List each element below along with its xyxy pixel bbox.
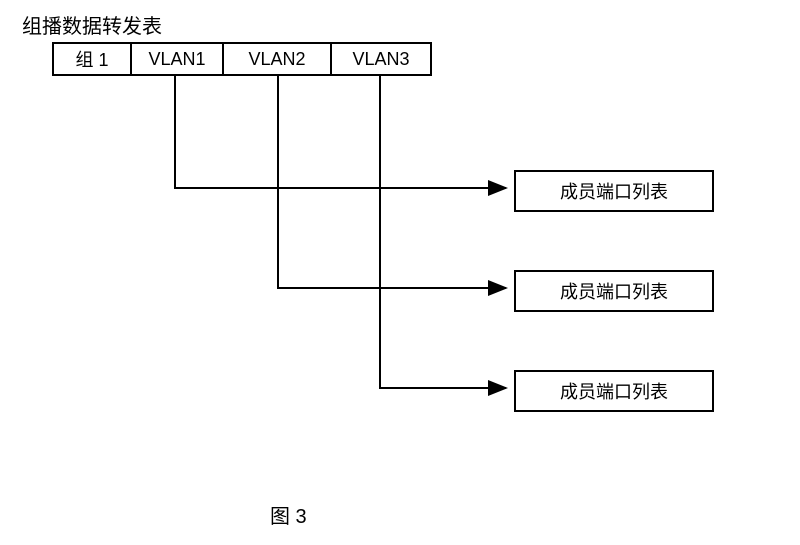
connector-vlan1 [175, 76, 506, 188]
diagram-title: 组播数据转发表 [22, 10, 162, 39]
cell-group: 组 1 [52, 42, 130, 76]
member-port-list-2: 成员端口列表 [514, 270, 714, 312]
connector-vlan2 [278, 76, 506, 288]
member-port-list-3: 成员端口列表 [514, 370, 714, 412]
member-port-list-1: 成员端口列表 [514, 170, 714, 212]
forwarding-table-row: 组 1 VLAN1 VLAN2 VLAN3 [52, 42, 432, 76]
connector-vlan3 [380, 76, 506, 388]
cell-vlan2: VLAN2 [222, 42, 330, 76]
cell-vlan1: VLAN1 [130, 42, 222, 76]
figure-number: 图 3 [270, 500, 307, 529]
cell-vlan3: VLAN3 [330, 42, 430, 76]
